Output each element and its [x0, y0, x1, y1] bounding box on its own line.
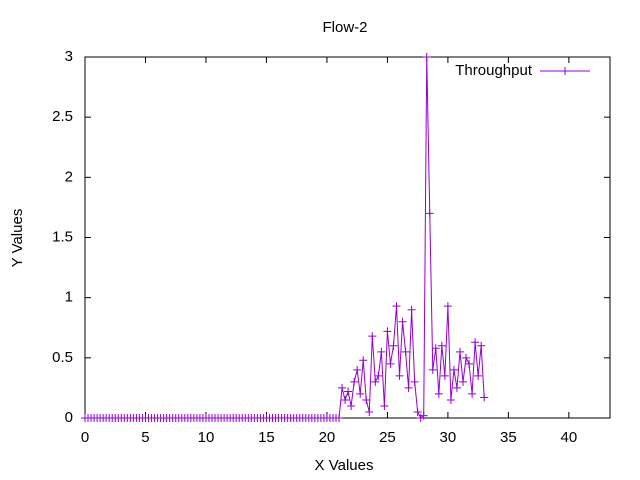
point-marker: [459, 377, 468, 386]
point-marker: [392, 302, 401, 311]
point-marker: [407, 305, 416, 314]
y-tick-label: 1: [65, 289, 73, 306]
point-marker: [395, 371, 404, 380]
point-marker: [480, 393, 489, 402]
x-tick-label: 35: [500, 429, 517, 446]
point-marker: [434, 389, 443, 398]
point-marker: [374, 371, 383, 380]
x-axis-label: X Values: [315, 457, 374, 474]
point-marker: [471, 338, 480, 347]
point-marker: [341, 395, 350, 404]
point-marker: [344, 387, 353, 396]
point-marker: [398, 317, 407, 326]
point-marker: [389, 341, 398, 350]
point-marker: [347, 401, 356, 410]
point-marker: [371, 377, 380, 386]
point-marker: [422, 53, 431, 61]
point-marker: [428, 365, 437, 374]
point-marker: [368, 332, 377, 341]
legend-label: Throughput: [455, 62, 533, 79]
y-tick-label: 2: [65, 168, 73, 185]
legend-marker: [561, 67, 569, 75]
point-marker: [380, 401, 389, 410]
point-marker: [474, 371, 483, 380]
y-tick-label: 0.5: [52, 349, 73, 366]
point-marker: [401, 347, 410, 356]
point-marker: [462, 353, 471, 362]
point-marker: [404, 383, 413, 392]
y-axis-label: Y Values: [9, 209, 26, 268]
point-marker: [386, 359, 395, 368]
plot-border: [84, 56, 611, 419]
point-marker: [413, 407, 422, 416]
x-tick-label: 10: [198, 429, 215, 446]
point-marker: [431, 344, 440, 353]
point-marker: [353, 365, 362, 374]
point-marker: [377, 347, 386, 356]
point-marker: [338, 383, 347, 392]
point-marker: [419, 411, 428, 420]
y-tick-label: 2.5: [52, 108, 73, 125]
point-marker: [383, 327, 392, 336]
x-tick-label: 30: [440, 429, 457, 446]
point-marker: [446, 395, 455, 404]
x-tick-label: 15: [258, 429, 275, 446]
y-tick-label: 1.5: [52, 228, 73, 245]
point-marker: [350, 377, 359, 386]
x-tick-label: 25: [379, 429, 396, 446]
series-line: [85, 56, 485, 419]
chart-title: Flow-2: [322, 19, 367, 36]
point-marker: [443, 302, 452, 311]
x-tick-label: 5: [141, 429, 149, 446]
point-marker: [410, 377, 419, 386]
point-marker: [477, 341, 486, 350]
point-marker: [425, 209, 434, 218]
y-tick-label: 3: [65, 48, 73, 65]
point-marker: [356, 389, 365, 398]
x-tick-label: 0: [81, 429, 89, 446]
point-marker: [335, 414, 344, 422]
point-marker: [359, 356, 368, 365]
point-marker: [456, 347, 464, 356]
point-marker: [449, 365, 458, 374]
y-tick-label: 0: [65, 409, 73, 426]
point-marker: [465, 359, 474, 368]
x-tick-label: 20: [319, 429, 336, 446]
point-marker: [468, 389, 477, 398]
point-marker: [437, 341, 446, 350]
point-marker: [365, 407, 374, 416]
point-marker: [362, 395, 371, 404]
point-marker: [452, 383, 461, 392]
x-tick-label: 40: [561, 429, 578, 446]
point-marker: [440, 371, 449, 380]
